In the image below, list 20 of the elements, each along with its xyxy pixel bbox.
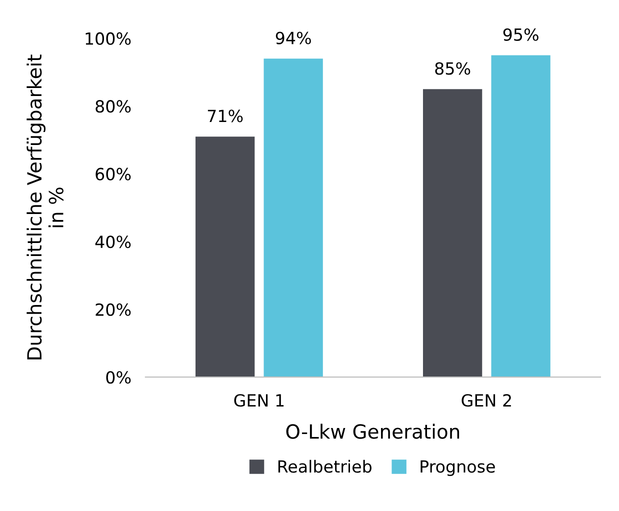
x-tick-label: GEN 1 — [234, 394, 284, 407]
bar — [196, 136, 255, 378]
y-tick-label: 60% — [96, 168, 131, 180]
bar — [422, 89, 482, 378]
y-axis-title: Durchschnittliche Verfügbarkeit in % — [26, 54, 64, 360]
legend-label: Prognose — [420, 460, 495, 476]
data-label: 71% — [208, 110, 243, 122]
data-label: 95% — [503, 28, 538, 41]
bar — [264, 58, 323, 378]
y-tick-label: 100% — [86, 32, 131, 45]
y-tick-label: 80% — [96, 100, 131, 113]
bar — [491, 55, 550, 378]
x-axis-title: O-Lkw Generation — [286, 424, 460, 439]
y-tick-label: 0% — [106, 371, 131, 384]
legend-label: Realbetrieb — [278, 460, 372, 473]
y-tick-label: 40% — [95, 236, 131, 248]
data-label: 85% — [435, 62, 470, 75]
y-tick-label: 20% — [96, 303, 131, 316]
x-tick-label: GEN 2 — [462, 394, 511, 407]
data-label: 94% — [276, 32, 311, 44]
